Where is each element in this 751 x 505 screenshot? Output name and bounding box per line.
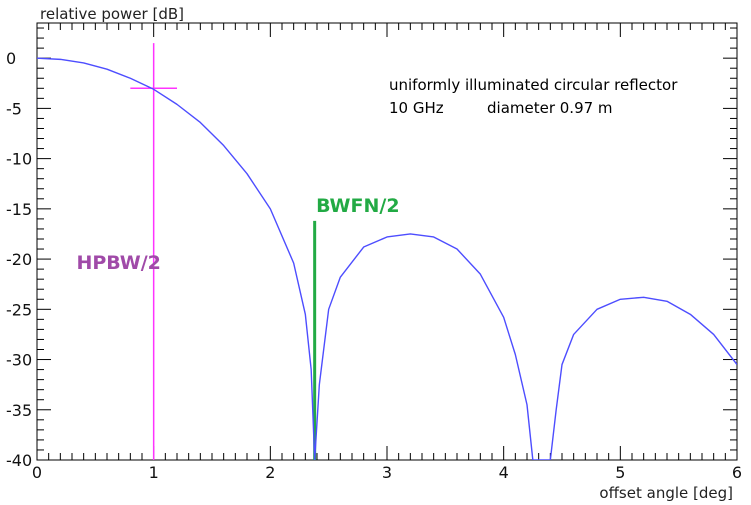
annotation-diameter: diameter 0.97 m bbox=[487, 99, 613, 117]
x-tick-label: 2 bbox=[265, 463, 275, 482]
y-tick-label: -40 bbox=[6, 451, 32, 470]
x-tick-label: 5 bbox=[615, 463, 625, 482]
y-tick-label: -25 bbox=[6, 300, 32, 319]
marker-label-bwfn: BWFN/2 bbox=[316, 195, 399, 217]
x-tick-label: 1 bbox=[149, 463, 159, 482]
x-tick-label: 6 bbox=[732, 463, 742, 482]
series bbox=[37, 57, 737, 460]
marker-label-hpbw: HPBW/2 bbox=[76, 252, 160, 274]
axis-tick-labels: 0 1 2 3 4 5 6 0 -5 -10 -15 -20 -25 -30 -35 -40 bbox=[6, 49, 742, 482]
x-tick-label: 0 bbox=[32, 463, 42, 482]
y-tick-label: -15 bbox=[6, 200, 32, 219]
markers bbox=[130, 43, 317, 460]
marker-labels: HPBW/2 BWFN/2 bbox=[76, 195, 399, 274]
y-tick-label: -10 bbox=[6, 150, 32, 169]
annotation-reflector: uniformly illuminated circular reflector bbox=[389, 76, 678, 94]
y-axis-label: relative power [dB] bbox=[40, 5, 184, 23]
annotation-frequency: 10 GHz bbox=[389, 99, 444, 117]
y-tick-label: -30 bbox=[6, 351, 32, 370]
x-tick-label: 4 bbox=[499, 463, 509, 482]
x-axis-label: offset angle [deg] bbox=[599, 484, 733, 502]
axis-ticks bbox=[36, 23, 738, 461]
y-tick-label: -35 bbox=[6, 401, 32, 420]
x-tick-label: 3 bbox=[382, 463, 392, 482]
y-tick-label: -5 bbox=[6, 99, 22, 118]
series-line-0 bbox=[37, 57, 737, 460]
y-tick-label: -20 bbox=[6, 250, 32, 269]
y-tick-label: 0 bbox=[6, 49, 16, 68]
